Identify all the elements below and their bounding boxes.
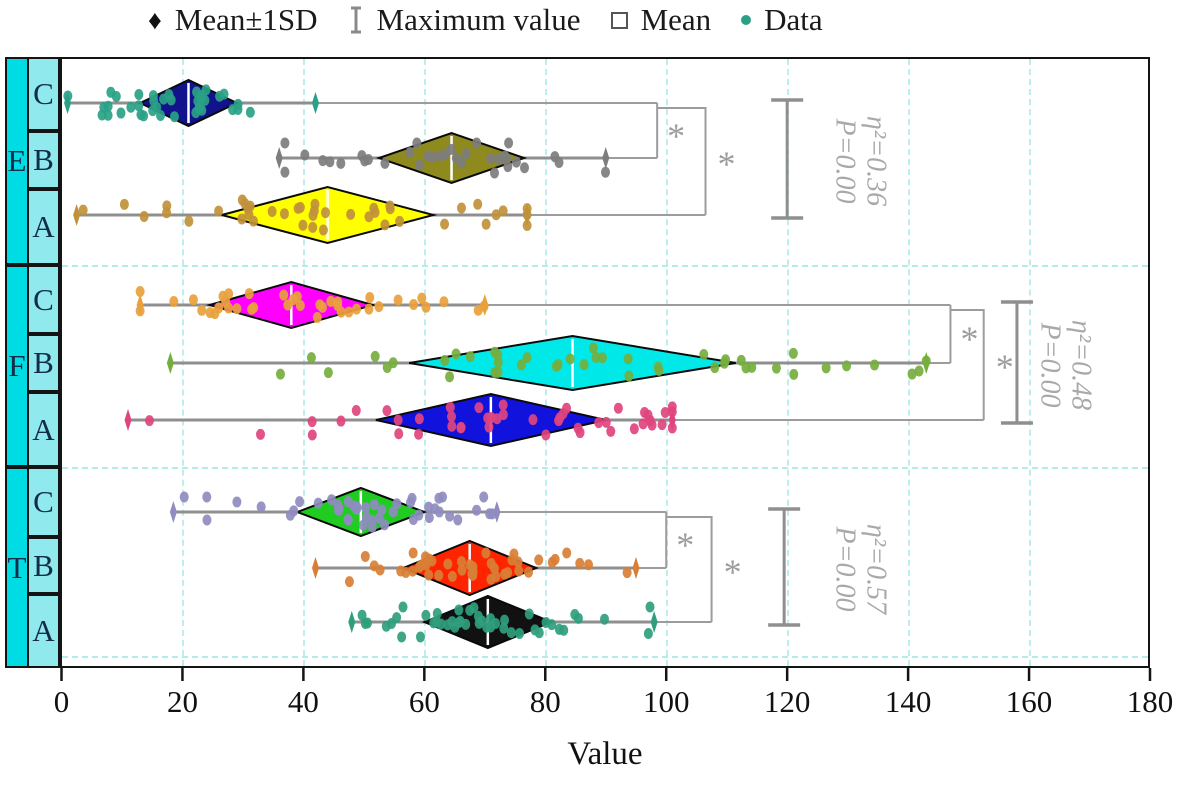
dot-icon bbox=[741, 15, 752, 25]
gridline bbox=[1029, 59, 1032, 666]
legend-label: Mean±1SD bbox=[174, 2, 318, 37]
effect-size-text: P=0.00 bbox=[828, 118, 860, 204]
subgroup-label-T-A: A bbox=[27, 594, 60, 668]
legend: ♦ Mean±1SD Maximum value Mean Data bbox=[148, 2, 823, 38]
x-tick-label: 60 bbox=[408, 684, 440, 719]
subgroup-label-E-C: C bbox=[27, 57, 60, 131]
gridline bbox=[182, 59, 185, 666]
subgroup-label-T-B: B bbox=[27, 537, 60, 594]
errorbar-icon bbox=[350, 6, 361, 34]
group-separator bbox=[62, 265, 1148, 267]
gridline bbox=[908, 59, 911, 666]
group-separator bbox=[62, 467, 1148, 469]
legend-item-maximum: Maximum value bbox=[348, 2, 581, 38]
effect-size-text: P=0.00 bbox=[1034, 322, 1066, 407]
effect-size-annotation-F: η²=0.48 P=0.00 bbox=[1034, 319, 1097, 410]
gridline bbox=[424, 59, 427, 666]
legend-item-mean: Mean bbox=[610, 2, 712, 38]
legend-label: Data bbox=[764, 2, 823, 37]
subgroup-label-E-B: B bbox=[27, 131, 60, 189]
group-label-T: T bbox=[5, 467, 29, 668]
subgroup-label-F-A: A bbox=[27, 392, 60, 467]
legend-item-data: Data bbox=[741, 2, 823, 38]
x-tick-label: 160 bbox=[1005, 684, 1053, 719]
plot-frame bbox=[60, 57, 1150, 668]
gridline bbox=[787, 59, 790, 666]
subgroup-label-E-A: A bbox=[27, 189, 60, 265]
x-tick-label: 100 bbox=[642, 684, 690, 719]
x-tick-label: 120 bbox=[763, 684, 811, 719]
x-axis-title: Value bbox=[567, 736, 643, 772]
x-tick-label: 180 bbox=[1126, 684, 1174, 719]
effect-size-annotation-T: η²=0.57 P=0.00 bbox=[828, 524, 891, 614]
effect-size-text: η²=0.57 bbox=[860, 523, 892, 615]
legend-item-mean-sd: ♦ Mean±1SD bbox=[148, 2, 318, 38]
x-tick-label: 20 bbox=[166, 684, 198, 719]
group-separator bbox=[62, 656, 1148, 658]
diamond-icon: ♦ bbox=[148, 4, 162, 35]
gridline bbox=[545, 59, 548, 666]
effect-size-text: η²=0.36 bbox=[860, 115, 892, 207]
legend-label: Maximum value bbox=[376, 2, 581, 37]
effect-size-text: η²=0.48 bbox=[1065, 319, 1097, 410]
effect-size-text: P=0.00 bbox=[828, 526, 860, 612]
subgroup-label-F-B: B bbox=[27, 334, 60, 392]
x-tick-label: 0 bbox=[53, 684, 70, 719]
subgroup-label-F-C: C bbox=[27, 265, 60, 334]
x-tick-label: 80 bbox=[529, 684, 561, 719]
legend-label: Mean bbox=[640, 2, 712, 37]
subgroup-label-T-C: C bbox=[27, 467, 60, 537]
group-label-E: E bbox=[5, 57, 29, 265]
square-icon bbox=[610, 11, 628, 29]
gridline bbox=[303, 59, 306, 666]
effect-size-annotation-E: η²=0.36 P=0.00 bbox=[828, 116, 891, 206]
group-label-F: F bbox=[5, 265, 29, 467]
x-tick-label: 140 bbox=[884, 684, 932, 719]
x-tick-label: 40 bbox=[287, 684, 319, 719]
